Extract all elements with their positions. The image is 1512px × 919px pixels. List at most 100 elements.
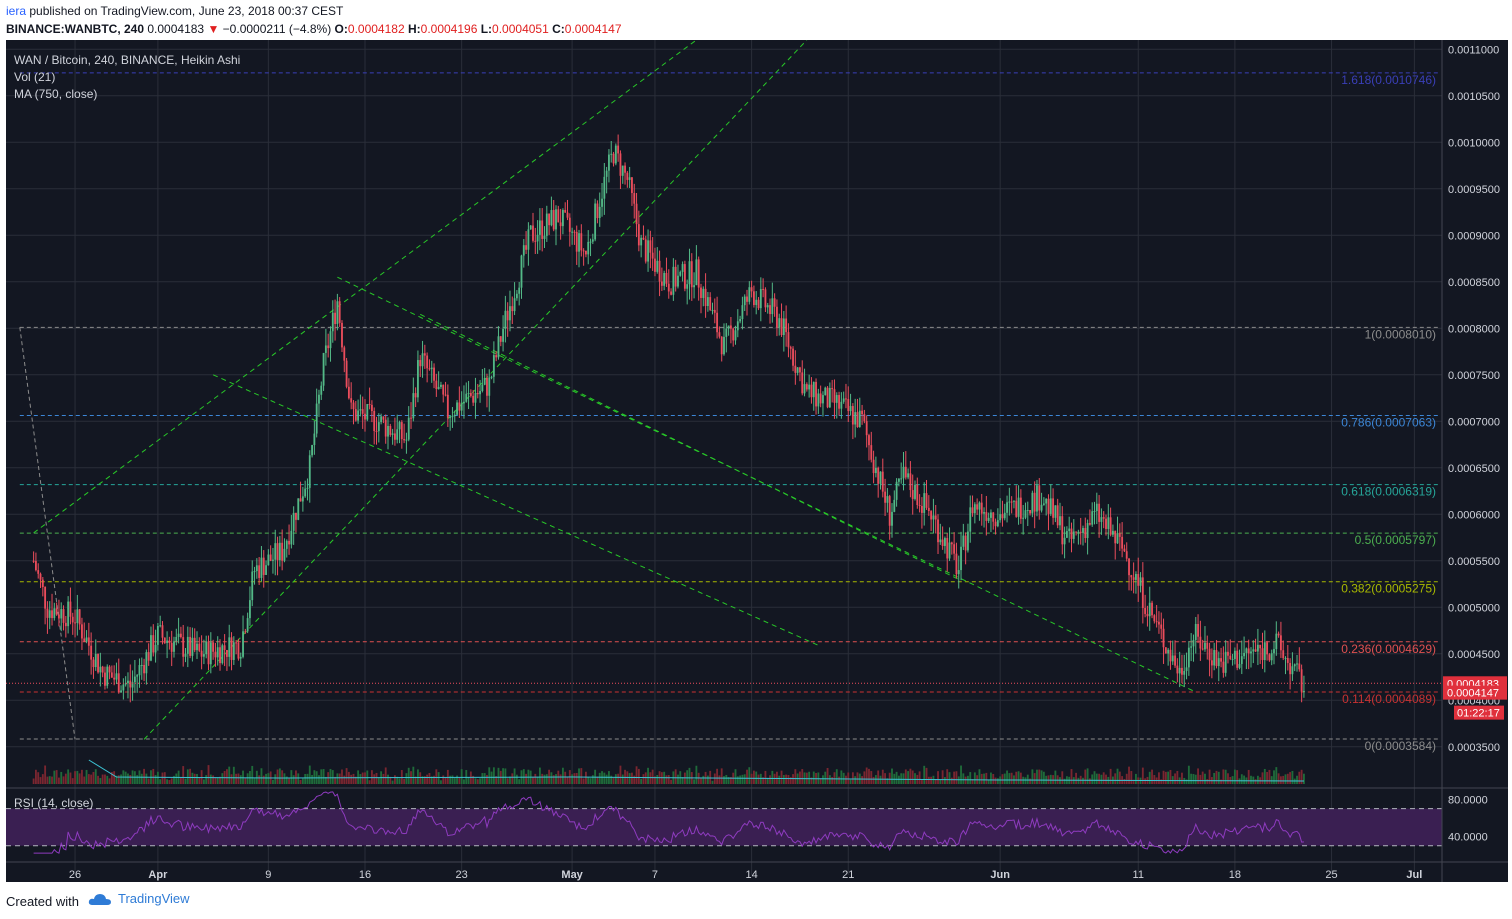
candle-body xyxy=(967,531,969,551)
candle-body xyxy=(458,402,461,411)
volume-bar xyxy=(1148,771,1151,784)
chart-svg[interactable]: 1.618(0.0010746) 1(0.0008010) 0.786(0.0007… xyxy=(6,39,1508,882)
volume-bar xyxy=(64,773,67,784)
candle-body xyxy=(1135,574,1137,580)
candle-body xyxy=(713,309,716,313)
volume-bar xyxy=(1279,776,1282,784)
volume-bar xyxy=(69,772,72,784)
tradingview-cloud-icon xyxy=(88,893,111,905)
volume-bar xyxy=(124,771,127,784)
volume-bar xyxy=(851,772,854,784)
volume-bar xyxy=(67,769,70,784)
candle-body xyxy=(419,360,422,367)
volume-bar xyxy=(771,770,774,784)
candle-body xyxy=(734,330,737,341)
volume-bar xyxy=(909,768,912,784)
price-tick-label: 0.0010500 xyxy=(1448,91,1500,103)
chart-area[interactable]: 1.618(0.0010746) 1(0.0008010) 0.786(0.0007… xyxy=(6,39,1508,882)
volume-bar xyxy=(474,778,477,784)
volume-bar xyxy=(702,775,705,784)
volume-bar xyxy=(865,767,868,784)
candle-body xyxy=(736,321,739,331)
volume-bar xyxy=(1231,776,1234,784)
volume-bar xyxy=(281,770,284,784)
candle-body xyxy=(741,305,744,320)
candle-body xyxy=(582,250,585,252)
candle-body xyxy=(771,298,774,315)
volume-bar xyxy=(1298,771,1301,784)
fib-level-label: 0.786(0.0007063) xyxy=(1341,415,1436,429)
volume-bar xyxy=(262,775,265,784)
candle-body xyxy=(301,496,304,502)
volume-bar xyxy=(891,768,893,784)
volume-bar xyxy=(962,773,965,784)
candle-body xyxy=(805,384,808,390)
candle-body xyxy=(504,310,507,329)
volume-bar xyxy=(1303,773,1305,784)
volume-bar xyxy=(106,775,109,784)
rsi-pane xyxy=(6,791,1442,854)
volume-bar xyxy=(414,776,417,784)
volume-bar xyxy=(725,774,728,784)
volume-bar xyxy=(870,771,873,784)
volume-bar xyxy=(168,780,171,784)
candle-body xyxy=(614,145,617,164)
candle-body xyxy=(221,645,224,664)
volume-bar xyxy=(205,775,208,784)
candle-body xyxy=(649,240,652,253)
candle-body xyxy=(1259,644,1262,649)
high-value: 0.0004196 xyxy=(420,22,478,36)
volume-bar xyxy=(1261,772,1264,784)
volume-bar xyxy=(297,773,300,784)
volume-bar xyxy=(670,779,672,784)
volume-bar xyxy=(182,766,185,784)
candle-body xyxy=(1093,511,1096,513)
candle-body xyxy=(571,231,574,233)
author-link[interactable]: iera xyxy=(6,4,27,18)
volume-bar xyxy=(352,773,355,784)
candle-body xyxy=(377,422,380,432)
candle-body xyxy=(594,203,597,240)
tradingview-link[interactable]: TradingView xyxy=(88,891,190,906)
candle-body xyxy=(637,224,640,246)
time-tick-label: 25 xyxy=(1325,869,1337,881)
volume-bar xyxy=(987,779,990,784)
candle-body xyxy=(948,542,951,559)
volume-bar xyxy=(513,768,516,784)
candle-body xyxy=(375,431,378,433)
candle-body xyxy=(801,372,804,394)
candle-body xyxy=(971,507,974,514)
volume-bar xyxy=(718,775,721,784)
volume-bar xyxy=(532,776,534,784)
candle-body xyxy=(874,467,877,474)
candle-body xyxy=(147,652,150,661)
candle-body xyxy=(85,637,88,642)
volume-bar xyxy=(1082,777,1084,784)
volume-bar xyxy=(667,775,670,784)
candle-body xyxy=(463,401,465,404)
candle-body xyxy=(688,261,691,285)
volume-bar xyxy=(578,768,580,784)
candle-body xyxy=(1118,533,1121,537)
candle-body xyxy=(216,647,219,658)
candle-body xyxy=(159,625,162,627)
candle-body xyxy=(672,266,675,295)
candle-body xyxy=(1185,667,1188,671)
volume-bar xyxy=(697,772,700,784)
candle-body xyxy=(824,387,827,396)
volume-bar xyxy=(272,779,274,784)
candle-body xyxy=(357,410,360,421)
volume-bar xyxy=(1118,771,1121,784)
volume-bar xyxy=(170,778,173,784)
candle-body xyxy=(318,394,320,404)
volume-bar xyxy=(78,773,81,784)
price-tick-label: 0.0008500 xyxy=(1448,277,1500,289)
candle-body xyxy=(785,318,788,333)
candle-body xyxy=(207,641,210,665)
candle-body xyxy=(1151,602,1153,616)
candle-body xyxy=(888,496,891,526)
volume-bar xyxy=(81,769,83,784)
candle-body xyxy=(306,487,309,489)
candle-body xyxy=(237,642,240,659)
volume-bar xyxy=(654,776,656,784)
